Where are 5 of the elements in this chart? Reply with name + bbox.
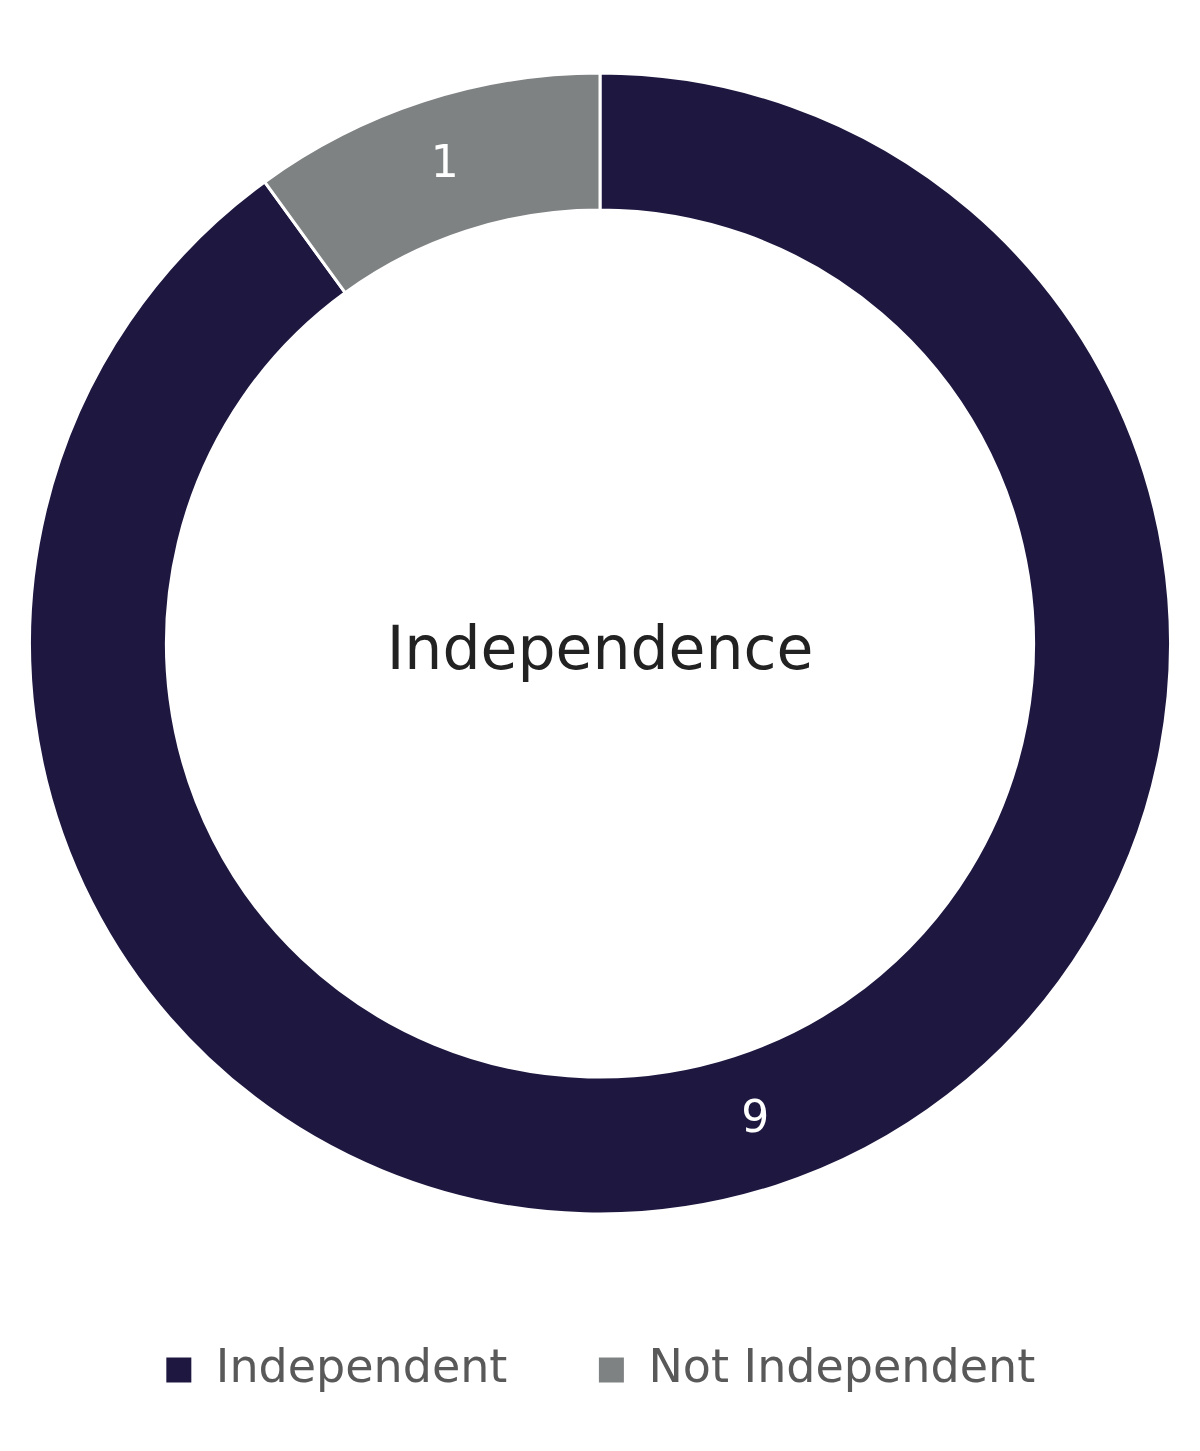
- data-label: 9: [741, 1091, 770, 1143]
- data-label: 1: [430, 136, 459, 188]
- text: Independence: [386, 613, 814, 684]
- legend-label: Not Independent: [648, 1338, 1036, 1393]
- legend-label: Independent: [215, 1338, 508, 1393]
